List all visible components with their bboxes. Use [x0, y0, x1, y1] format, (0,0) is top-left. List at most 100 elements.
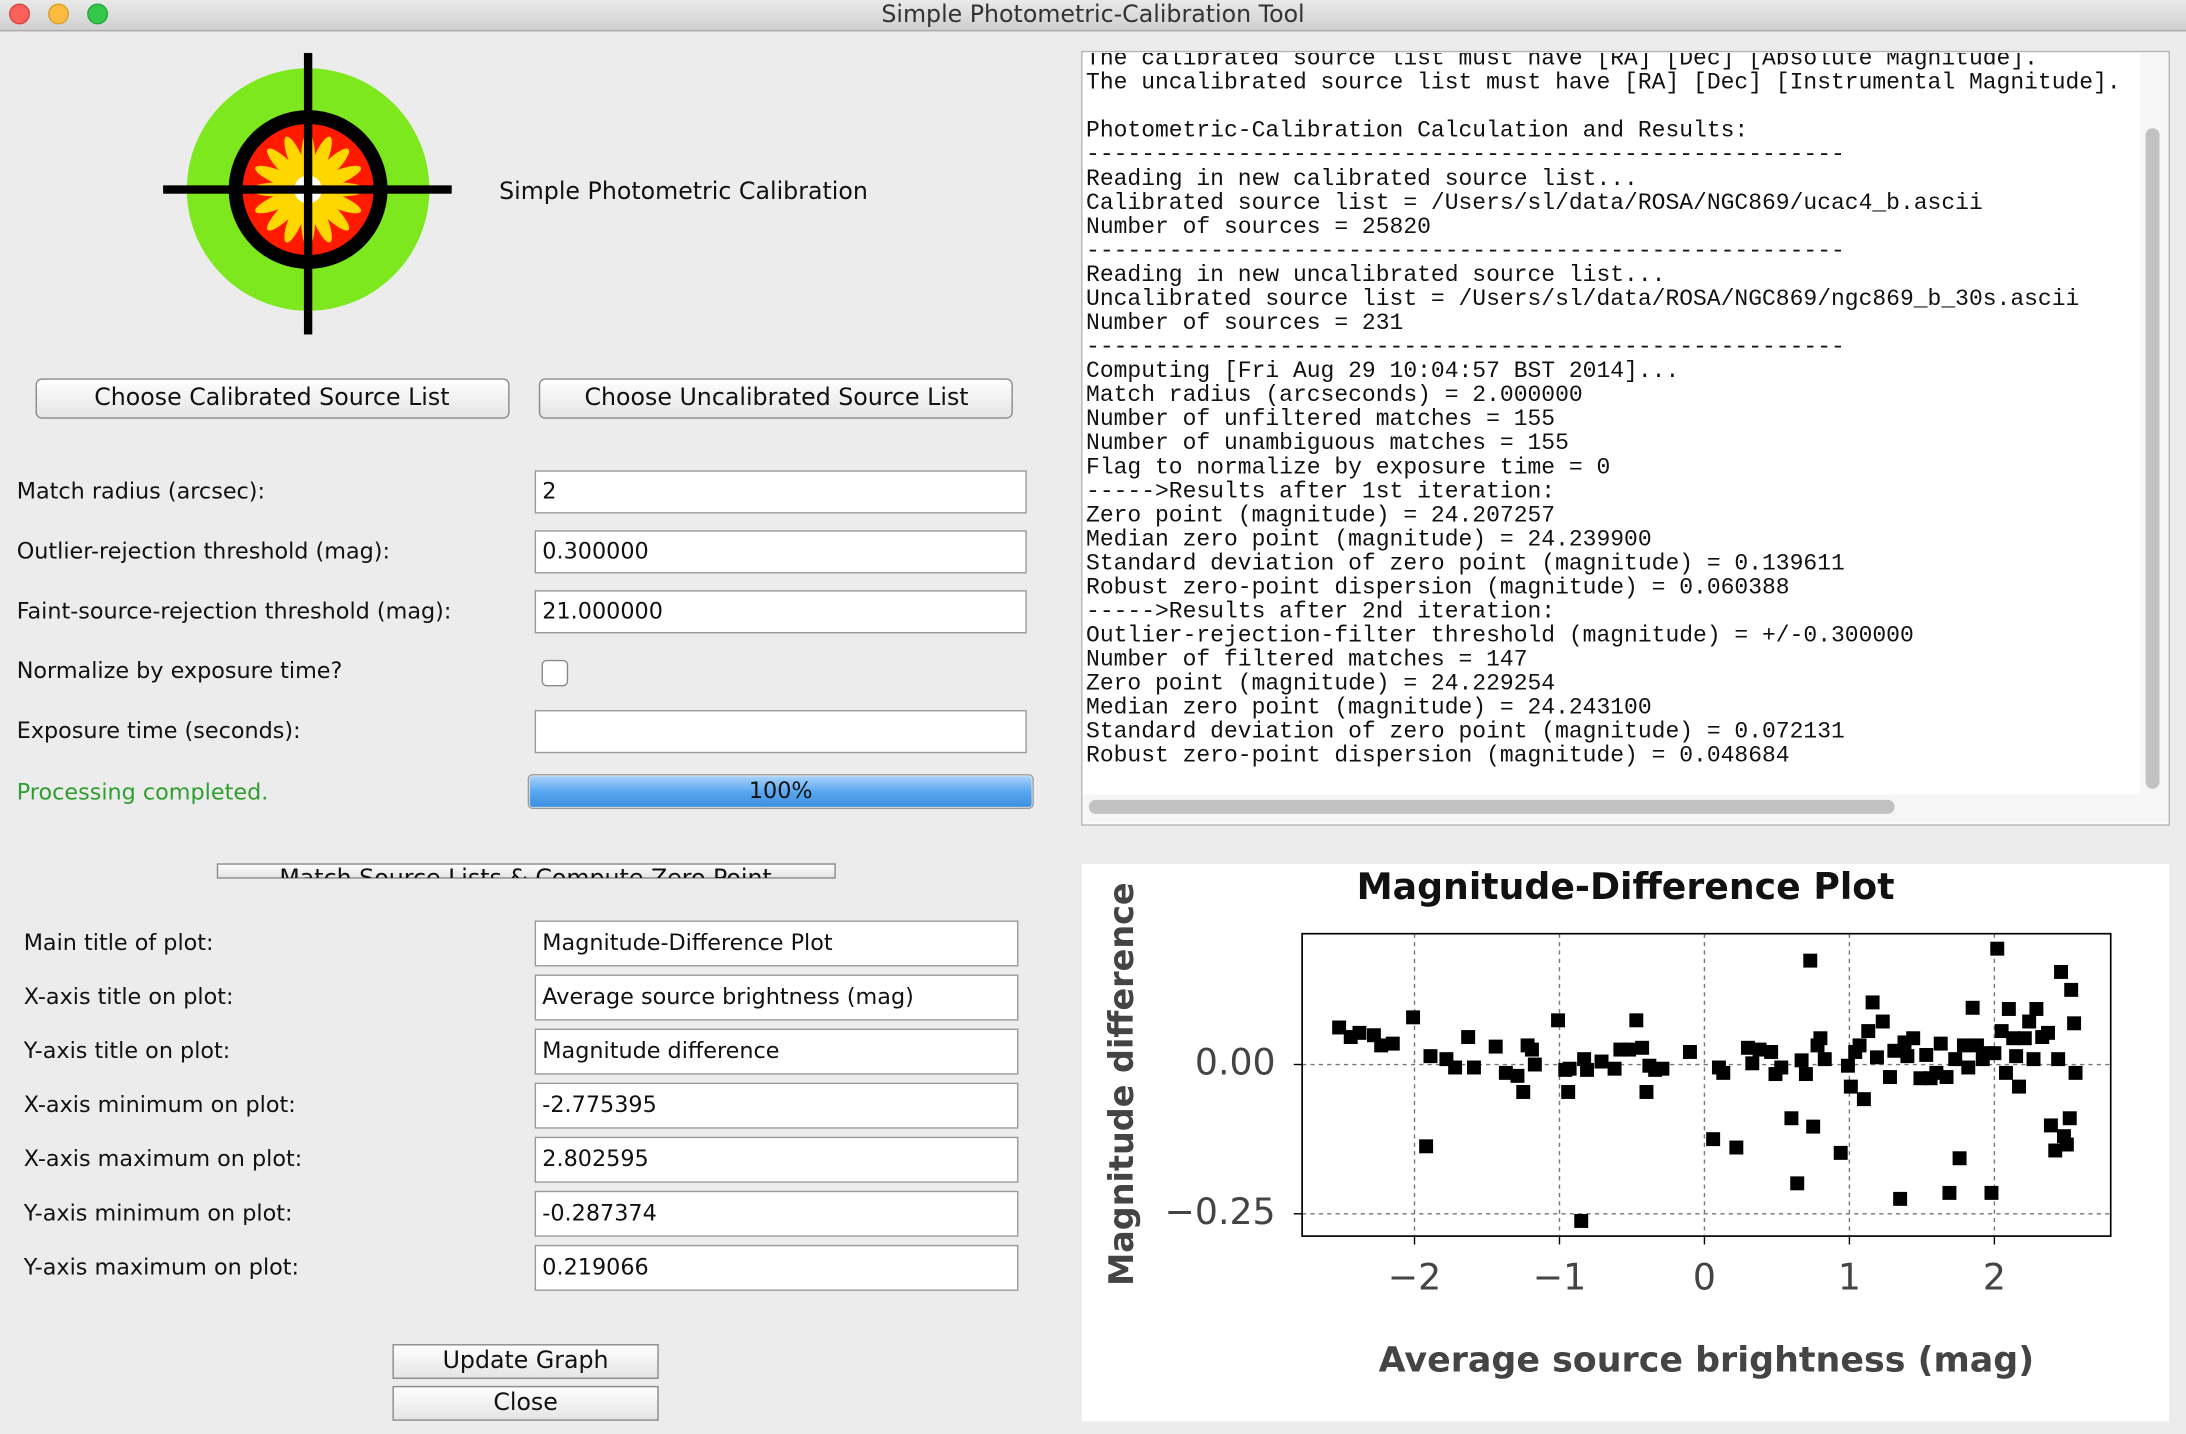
zoom-window-button[interactable]	[87, 3, 109, 25]
data-point	[1466, 1060, 1481, 1075]
data-point	[1406, 1010, 1421, 1025]
setting-label: X-axis minimum on plot:	[24, 1092, 296, 1118]
data-point	[2068, 1065, 2083, 1080]
data-point	[1510, 1068, 1525, 1083]
data-point	[1729, 1140, 1744, 1155]
log-line: ----------------------------------------…	[1086, 142, 1845, 168]
checkbox[interactable]	[541, 659, 569, 687]
data-point	[1655, 1061, 1670, 1076]
log-line: Number of sources = 25820	[1086, 214, 1431, 240]
text-field[interactable]	[534, 1082, 1019, 1129]
data-point	[1498, 1065, 1513, 1080]
log-line: ----->Results after 1st iteration:	[1086, 478, 1555, 504]
plot-frame	[1301, 932, 2112, 1237]
data-point	[1622, 1042, 1637, 1057]
data-point	[1635, 1040, 1650, 1055]
vertical-scroll-thumb[interactable]	[2145, 128, 2160, 789]
data-point	[1740, 1040, 1755, 1055]
button-label: Match Source Lists & Compute Zero Point	[279, 864, 771, 892]
log-line: Number of filtered matches = 147	[1086, 647, 1527, 673]
data-point	[1817, 1052, 1832, 1067]
data-point	[1906, 1031, 1921, 1046]
log-line: Number of sources = 231	[1086, 310, 1403, 336]
x-tick-label: 0	[1693, 1255, 1716, 1298]
data-point	[1956, 1038, 1971, 1053]
data-point	[2041, 1025, 2055, 1040]
window-title: Simple Photometric-Calibration Tool	[881, 0, 1304, 28]
data-point	[1875, 1014, 1890, 1029]
data-point	[1843, 1079, 1858, 1094]
choose-calibrated-button[interactable]	[35, 378, 510, 419]
data-point	[1794, 1053, 1809, 1068]
text-field[interactable]	[534, 1244, 1019, 1291]
log-line: Reading in new uncalibrated source list.…	[1086, 262, 1665, 288]
data-point	[1942, 1185, 1957, 1200]
data-point	[1919, 1047, 1934, 1062]
update-graph-button[interactable]	[392, 1344, 659, 1379]
data-point	[1961, 1060, 1976, 1075]
data-point	[1332, 1020, 1347, 1035]
x-tick-label: −2	[1388, 1255, 1441, 1298]
text-field[interactable]	[534, 1190, 1019, 1237]
data-point	[1987, 1046, 2002, 1061]
log-line: Number of unambiguous matches = 155	[1086, 430, 1569, 456]
log-line: Flag to normalize by exposure time = 0	[1086, 454, 1610, 480]
text-field[interactable]	[534, 1136, 1019, 1183]
field-value: 21.000000	[542, 598, 663, 624]
horizontal-scroll-thumb[interactable]	[1088, 799, 1895, 814]
data-point	[1352, 1025, 1367, 1040]
data-point	[1984, 1185, 1999, 1200]
data-point	[1933, 1036, 1948, 1051]
data-point	[1900, 1049, 1915, 1064]
data-point	[2051, 1052, 2066, 1067]
data-point	[1833, 1145, 1848, 1160]
log-line: Uncalibrated source list = /Users/sl/dat…	[1086, 286, 2079, 312]
field-value: Average source brightness (mag)	[542, 984, 914, 1010]
compute-button[interactable]	[216, 863, 836, 879]
data-point	[1752, 1042, 1767, 1057]
y-tick-label: 0.00	[1195, 1041, 1276, 1084]
data-point	[1865, 995, 1880, 1010]
minimize-window-button[interactable]	[48, 3, 70, 25]
status-message: Processing completed.	[17, 779, 269, 805]
data-point	[2009, 1049, 2024, 1064]
text-field[interactable]	[534, 710, 1027, 754]
text-field[interactable]	[534, 530, 1027, 574]
setting-label: Normalize by exposure time?	[17, 658, 343, 684]
button-label: Close	[493, 1388, 558, 1416]
data-point	[2059, 1137, 2074, 1152]
data-point	[2026, 1052, 2041, 1067]
field-value: Magnitude difference	[542, 1038, 779, 1064]
data-point	[2022, 1014, 2037, 1029]
text-field[interactable]	[534, 920, 1019, 967]
data-point	[1990, 941, 2005, 956]
data-point	[1840, 1058, 1855, 1073]
data-point	[1784, 1111, 1799, 1126]
data-point	[2064, 982, 2079, 997]
data-point	[1461, 1030, 1476, 1045]
button-label: Update Graph	[443, 1346, 609, 1374]
field-value: 0.219066	[542, 1254, 648, 1280]
progress-fill	[529, 776, 1032, 807]
data-point	[2006, 1031, 2021, 1046]
choose-uncalibrated-button[interactable]	[538, 378, 1013, 419]
data-point	[1516, 1085, 1531, 1099]
data-point	[1774, 1060, 1789, 1075]
field-value: 0.300000	[542, 538, 648, 564]
data-point	[1861, 1024, 1876, 1039]
log-line: ----->Results after 2nd iteration:	[1086, 599, 1555, 625]
setting-label: Outlier-rejection threshold (mag):	[17, 538, 390, 564]
text-field[interactable]	[534, 470, 1027, 514]
plot-panel	[1081, 864, 2170, 1422]
log-line: Standard deviation of zero point (magnit…	[1086, 550, 1845, 576]
close-window-button[interactable]	[9, 3, 30, 25]
text-field[interactable]	[534, 1028, 1019, 1075]
data-point	[1448, 1060, 1463, 1075]
log-line: Robust zero-point dispersion (magnitude)…	[1086, 574, 1790, 600]
text-field[interactable]	[534, 590, 1027, 634]
text-field[interactable]	[534, 974, 1019, 1021]
data-point	[1551, 1013, 1566, 1028]
close-button[interactable]	[392, 1385, 659, 1421]
log-line: ----------------------------------------…	[1086, 334, 1845, 360]
